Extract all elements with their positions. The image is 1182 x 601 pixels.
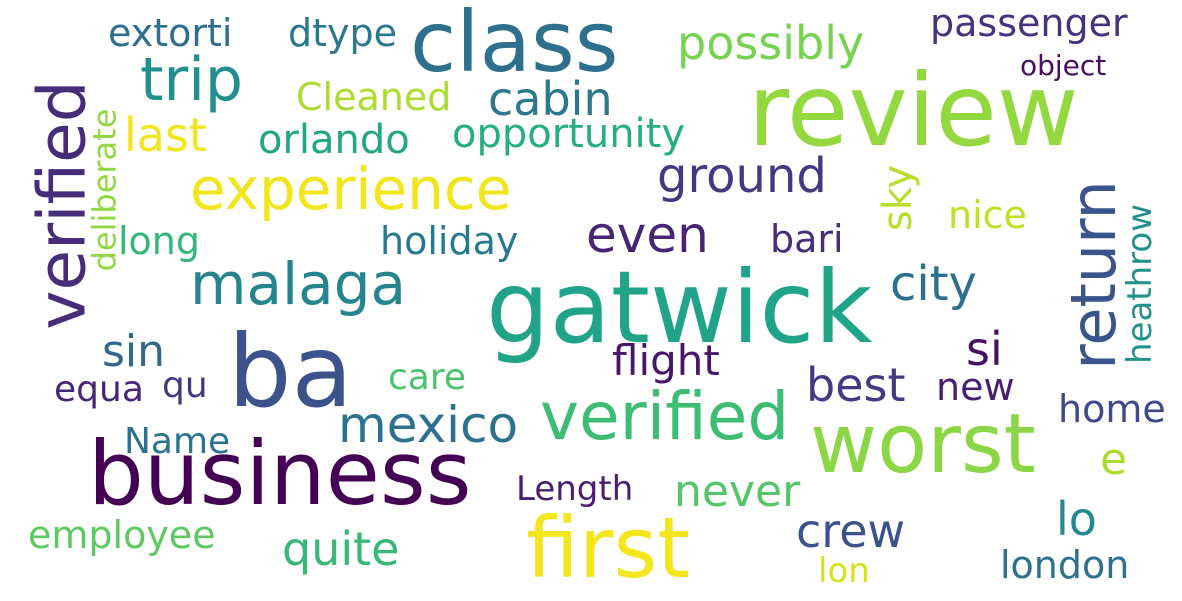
word-bari: bari bbox=[770, 217, 844, 261]
word-equa: equa bbox=[54, 369, 144, 410]
word-new: new bbox=[936, 365, 1015, 409]
word-flying: verified bbox=[540, 378, 790, 455]
word-gatwick: gatwick bbox=[486, 249, 873, 366]
word-ba: ba bbox=[228, 313, 353, 430]
word-extorti: extorti bbox=[108, 11, 233, 55]
word-length: Length bbox=[516, 469, 634, 509]
word-sky: sky bbox=[875, 164, 922, 232]
word-even: even bbox=[586, 206, 709, 264]
word-never: never bbox=[674, 466, 801, 517]
word-cabin: cabin bbox=[488, 72, 613, 126]
word-review: review bbox=[748, 52, 1079, 169]
word-best: best bbox=[806, 358, 906, 412]
word-employee: employee bbox=[28, 513, 216, 557]
word-lo: lo bbox=[1056, 492, 1097, 546]
word-dtype: dtype bbox=[288, 11, 398, 55]
word-e: e bbox=[1100, 434, 1128, 485]
word-quite: quite bbox=[282, 522, 400, 576]
word-lon: lon bbox=[818, 551, 870, 591]
word-cleaned: Cleaned bbox=[296, 75, 452, 119]
word-business: business bbox=[88, 422, 472, 525]
word-orlando: orlando bbox=[258, 117, 410, 163]
word-possibly: possibly bbox=[677, 16, 865, 70]
word-malaga: malaga bbox=[190, 250, 407, 318]
word-city: city bbox=[890, 256, 977, 312]
word-home: home bbox=[1058, 387, 1166, 431]
word-mexico: mexico bbox=[338, 396, 519, 454]
word-deliberate: deliberate bbox=[84, 108, 123, 272]
word-class: class bbox=[410, 0, 619, 91]
word-worst: worst bbox=[810, 397, 1036, 492]
word-flight: flight bbox=[612, 336, 720, 385]
word-ground: ground bbox=[657, 148, 827, 204]
word-holiday: holiday bbox=[380, 219, 519, 263]
word-name: Name bbox=[124, 421, 231, 462]
word-trip: trip bbox=[140, 45, 243, 115]
word-crew: crew bbox=[796, 504, 906, 558]
word-sin: sin bbox=[102, 326, 166, 377]
word-last: last bbox=[124, 108, 207, 162]
word-care: care bbox=[388, 357, 467, 398]
word-experience: experience bbox=[190, 155, 512, 223]
word-qu: qu bbox=[162, 365, 208, 406]
word-object: object bbox=[1020, 49, 1107, 82]
word-si: si bbox=[966, 322, 1003, 376]
word-first: first bbox=[526, 499, 691, 597]
word-opportunity: opportunity bbox=[452, 111, 686, 157]
word-nice: nice bbox=[948, 193, 1027, 237]
word-heathrow: heathrow bbox=[1120, 203, 1161, 365]
word-return: return bbox=[1056, 180, 1130, 370]
word-london: london bbox=[1000, 543, 1130, 587]
word-passenger: passenger bbox=[930, 1, 1128, 45]
word-long: long bbox=[118, 219, 201, 263]
